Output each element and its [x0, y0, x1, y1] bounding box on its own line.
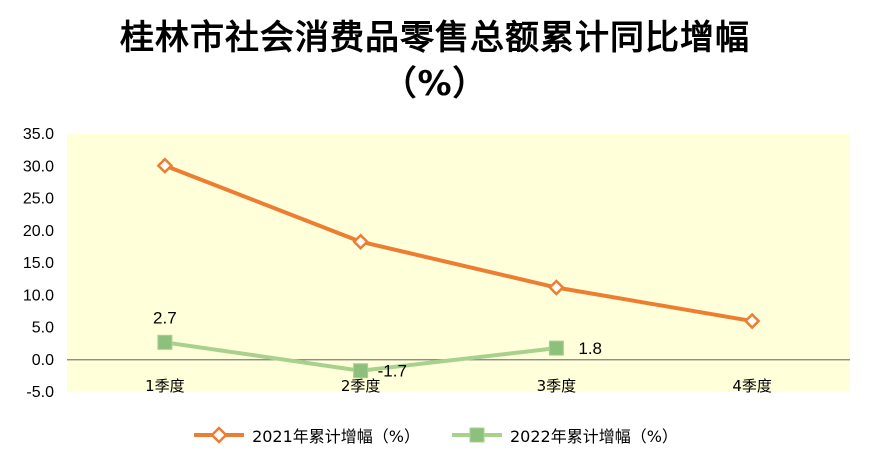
data-point-2022 [157, 334, 173, 350]
legend-marker-2021 [194, 426, 245, 444]
data-point-2022 [548, 340, 564, 356]
x-tick-label: 2季度 [341, 377, 381, 395]
data-label-2022: 2.7 [153, 308, 177, 327]
x-tick-label: 4季度 [732, 377, 772, 395]
legend-item-2022: 2022年累计增幅（%） [450, 423, 678, 447]
legend-marker-2022 [452, 427, 502, 443]
y-tick-label: 35.0 [23, 126, 54, 143]
data-point-2021 [156, 157, 174, 174]
y-tick-label: 10.0 [23, 287, 54, 304]
data-point-2021 [743, 312, 761, 330]
x-tick-label: 3季度 [537, 377, 577, 395]
y-tick-label: 25.0 [23, 191, 54, 208]
y-tick-label: 5.0 [32, 320, 54, 337]
data-label-2022: -1.7 [378, 362, 407, 381]
data-label-2022: 1.8 [578, 339, 602, 358]
y-tick-label: 30.0 [23, 158, 54, 175]
chart-title-line1: 桂林市社会消费品零售总额累计同比增幅 [120, 18, 750, 58]
data-point-2021 [352, 233, 369, 250]
x-tick-label: 1季度 [145, 377, 185, 395]
data-point-2021 [548, 279, 565, 296]
legend-item-2021: 2021年累计增幅（%） [192, 423, 420, 447]
data-point-2022 [353, 363, 369, 379]
y-tick-label: -5.0 [26, 384, 54, 401]
legend-label-2022: 2022年累计增幅（%） [510, 427, 678, 446]
y-tick-label: 15.0 [23, 255, 54, 272]
y-tick-label: 0.0 [32, 352, 54, 369]
y-tick-label: 20.0 [23, 223, 54, 240]
legend-label-2021: 2021年累计增幅（%） [252, 427, 420, 446]
series-line-2021 [164, 163, 753, 324]
chart-legend: 2021年累计增幅（%） 2022年累计增幅（%） [0, 422, 870, 448]
chart-title-line2: （%） [382, 64, 488, 104]
